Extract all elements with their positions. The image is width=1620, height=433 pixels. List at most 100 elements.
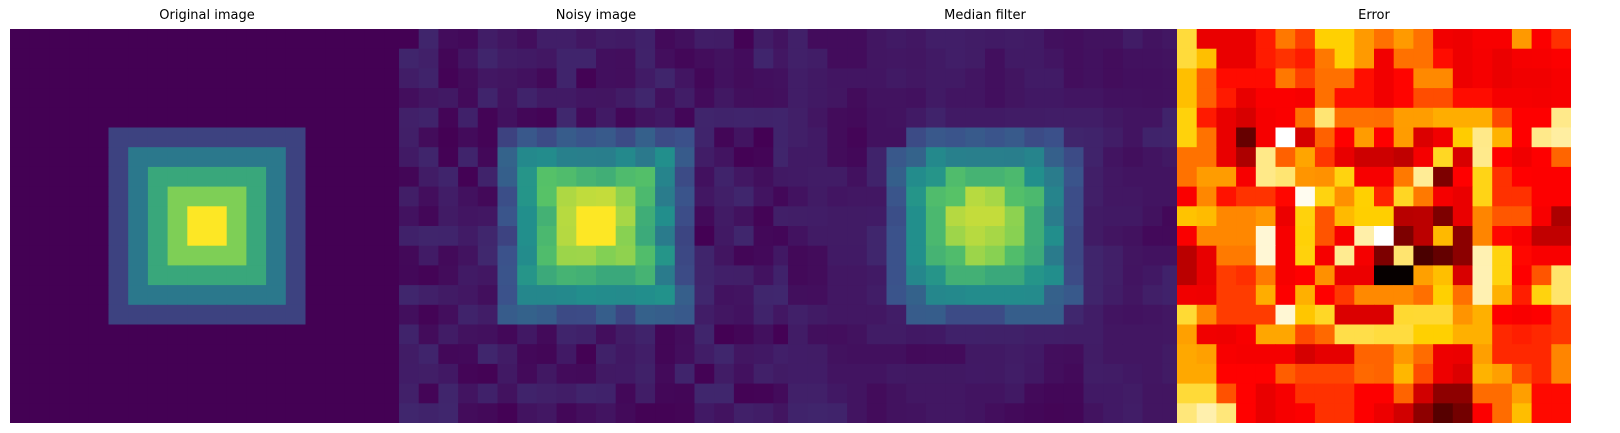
original-cell — [88, 127, 109, 148]
median-cell — [788, 206, 809, 227]
original-cell — [49, 285, 70, 306]
median-cell — [985, 265, 1006, 286]
noisy-cell — [733, 363, 754, 384]
median-cell — [847, 127, 868, 148]
median-cell — [827, 147, 848, 168]
noisy-cell — [438, 245, 459, 266]
noisy-cell — [536, 147, 557, 168]
error-cell — [1393, 48, 1414, 69]
original-cell — [69, 245, 90, 266]
noisy-cell — [655, 147, 676, 168]
median-cell — [1004, 344, 1025, 365]
original-cell — [29, 166, 50, 187]
error-cell — [1531, 324, 1552, 345]
noisy-cell — [674, 206, 695, 227]
original-cell — [207, 403, 228, 423]
median-cell — [906, 107, 927, 128]
original-cell — [10, 68, 31, 89]
original-cell — [88, 68, 109, 89]
error-cell — [1472, 206, 1493, 227]
median-cell — [1103, 68, 1124, 89]
noisy-cell — [438, 304, 459, 325]
error-cell — [1275, 166, 1296, 187]
error-cell — [1275, 265, 1296, 286]
original-cell — [128, 166, 149, 187]
median-cell — [1083, 245, 1104, 266]
error-cell — [1177, 265, 1198, 286]
median-cell — [886, 147, 907, 168]
noisy-cell — [458, 324, 479, 345]
original-cell — [226, 285, 247, 306]
noisy-cell — [497, 304, 518, 325]
median-cell — [985, 29, 1006, 50]
median-cell — [925, 88, 946, 109]
median-cell — [945, 107, 966, 128]
noisy-cell — [753, 48, 774, 69]
error-cell — [1354, 29, 1375, 50]
original-cell — [207, 206, 228, 227]
median-cell — [925, 166, 946, 187]
median-cell — [965, 48, 986, 69]
noisy-cell — [399, 285, 420, 306]
error-cell — [1177, 324, 1198, 345]
median-cell — [1044, 68, 1065, 89]
original-cell — [207, 344, 228, 365]
median-cell — [827, 304, 848, 325]
original-cell — [266, 107, 287, 128]
error-cell — [1452, 166, 1473, 187]
median-cell — [886, 88, 907, 109]
error-cell — [1393, 285, 1414, 306]
original-cell — [187, 226, 208, 247]
error-cell — [1177, 245, 1198, 266]
median-cell — [1083, 68, 1104, 89]
error-cell — [1295, 265, 1316, 286]
error-cell — [1216, 68, 1237, 89]
median-cell — [1103, 29, 1124, 50]
original-cell — [88, 265, 109, 286]
noisy-cell — [674, 344, 695, 365]
original-cell — [325, 206, 346, 227]
error-cell — [1551, 324, 1571, 345]
error-cell — [1413, 147, 1434, 168]
median-cell — [965, 344, 986, 365]
median-cell — [1122, 127, 1143, 148]
noisy-cell — [418, 147, 439, 168]
noisy-cell — [576, 48, 597, 69]
error-cell — [1196, 127, 1217, 148]
median-cell — [925, 107, 946, 128]
error-cell — [1295, 68, 1316, 89]
original-cell — [246, 383, 267, 404]
original-cell — [69, 48, 90, 69]
error-cell — [1551, 107, 1571, 128]
error-cell — [1334, 226, 1355, 247]
original-cell — [128, 363, 149, 384]
error-cell — [1374, 107, 1395, 128]
noisy-cell — [536, 107, 557, 128]
median-cell — [1142, 285, 1163, 306]
noisy-cell — [438, 147, 459, 168]
original-cell — [187, 206, 208, 227]
noisy-cell — [753, 88, 774, 109]
noisy-cell — [576, 403, 597, 423]
median-cell — [807, 383, 828, 404]
noisy-cell — [497, 127, 518, 148]
error-cell — [1196, 107, 1217, 128]
noisy-cell — [596, 147, 617, 168]
noisy-cell — [733, 127, 754, 148]
error-cell — [1236, 186, 1257, 207]
noisy-cell — [674, 403, 695, 423]
median-cell — [1142, 324, 1163, 345]
original-cell — [266, 48, 287, 69]
error-cell — [1236, 127, 1257, 148]
error-cell — [1472, 245, 1493, 266]
median-cell — [925, 206, 946, 227]
error-cell — [1196, 285, 1217, 306]
median-cell — [827, 107, 848, 128]
median-cell — [847, 107, 868, 128]
error-cell — [1413, 68, 1434, 89]
original-cell — [128, 245, 149, 266]
error-cell — [1177, 186, 1198, 207]
median-cell — [1142, 383, 1163, 404]
median-cell — [1044, 344, 1065, 365]
original-cell — [246, 285, 267, 306]
